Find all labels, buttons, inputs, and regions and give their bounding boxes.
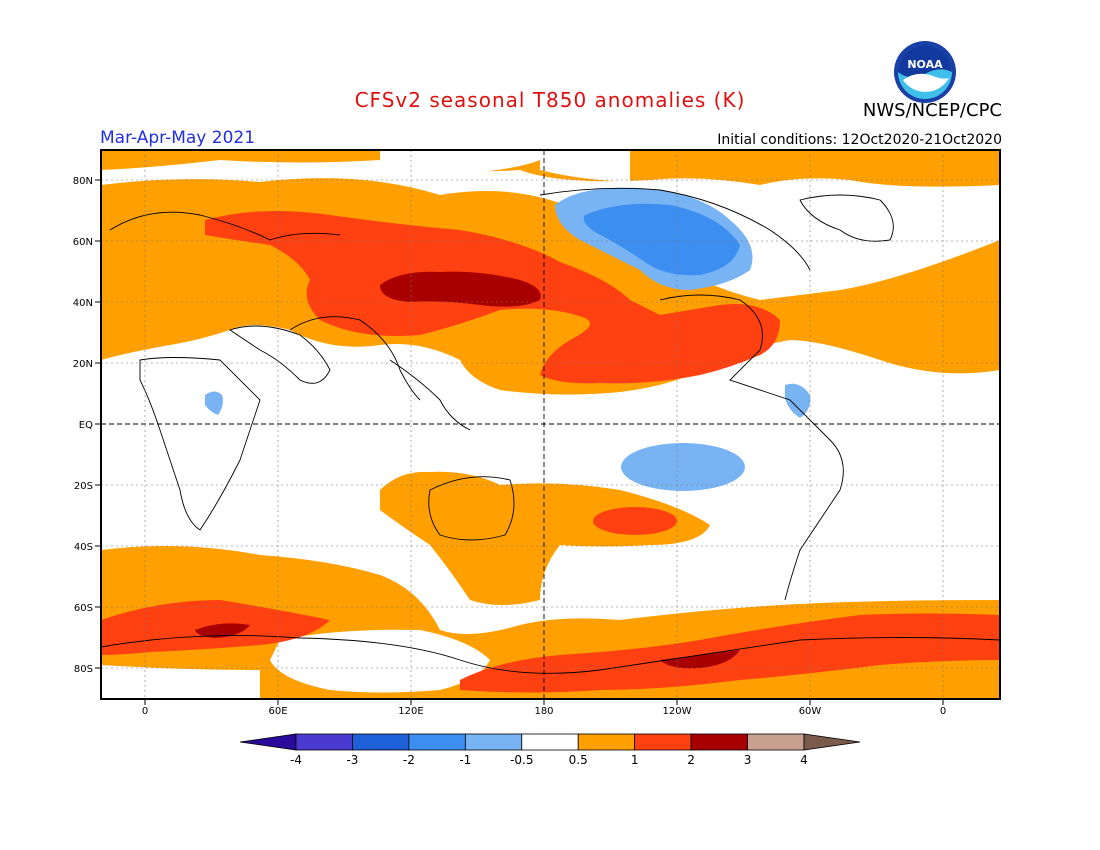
lon-label: 120W (663, 706, 692, 717)
lat-label: 60S (74, 603, 93, 614)
colorbar-segment (690, 733, 748, 751)
lat-label: 40N (73, 298, 93, 309)
colorbar-segment (521, 733, 579, 751)
colorbar-segment (577, 733, 636, 751)
lon-label: 0 (142, 706, 148, 717)
lon-label: 60W (799, 706, 822, 717)
season-label: Mar-Apr-May 2021 (100, 128, 256, 148)
colorbar-tick-label: 2 (687, 753, 695, 767)
anomaly-field (101, 150, 1000, 699)
colorbar-tick-label: 1 (631, 753, 639, 767)
colorbar-tick-label: -2 (403, 753, 415, 767)
colorbar-labels: -4 -3 -2 -1 -0.5 0.5 1 2 3 4 (290, 753, 808, 767)
graticule (101, 150, 1000, 699)
colorbar-segment (408, 733, 466, 751)
colorbar (239, 733, 861, 751)
colorbar-tick-label: -3 (346, 753, 358, 767)
colorbar-segment (747, 733, 805, 751)
colorbar-tick-label: 3 (744, 753, 752, 767)
noaa-logo: NOAA (894, 41, 956, 103)
tick-marks (95, 179, 944, 705)
colorbar-tick-label: 4 (800, 753, 808, 767)
initial-conditions-label: Initial conditions: 12Oct2020-21Oct2020 (717, 132, 1002, 148)
lon-label: 120E (398, 706, 423, 717)
lat-label: EQ (79, 420, 93, 431)
equator-dateline (101, 150, 1000, 699)
lat-label: 60N (73, 237, 93, 248)
coastlines (101, 187, 1000, 674)
anomaly-region-south-pacific-warm (380, 471, 710, 605)
lat-label: 80S (74, 664, 93, 675)
map-title: CFSv2 seasonal T850 anomalies (K) (354, 88, 746, 112)
lat-label: 80N (73, 176, 93, 187)
agency-label: NWS/NCEP/CPC (862, 100, 1002, 121)
lat-label: 20S (74, 481, 93, 492)
colorbar-tick-label: -0.5 (510, 753, 533, 767)
lon-label: 60E (268, 706, 287, 717)
lon-label: 0 (940, 706, 946, 717)
colorbar-tick-label: -1 (459, 753, 471, 767)
anomaly-region-south-pacific-cool (621, 443, 745, 491)
colorbar-segment (803, 733, 861, 751)
lat-label: 40S (74, 542, 93, 553)
lon-label: 180 (534, 706, 553, 717)
colorbar-segment (352, 733, 410, 751)
colorbar-segment (634, 733, 692, 751)
colorbar-segment (295, 733, 353, 751)
colorbar-segment (239, 733, 297, 751)
colorbar-segment (464, 733, 523, 751)
colorbar-tick-label: 0.5 (569, 753, 588, 767)
colorbar-tick-label: -4 (290, 753, 302, 767)
lat-label: 20N (73, 359, 93, 370)
anomaly-region-asia-strongest (380, 271, 541, 307)
svg-text:NOAA: NOAA (907, 58, 943, 71)
